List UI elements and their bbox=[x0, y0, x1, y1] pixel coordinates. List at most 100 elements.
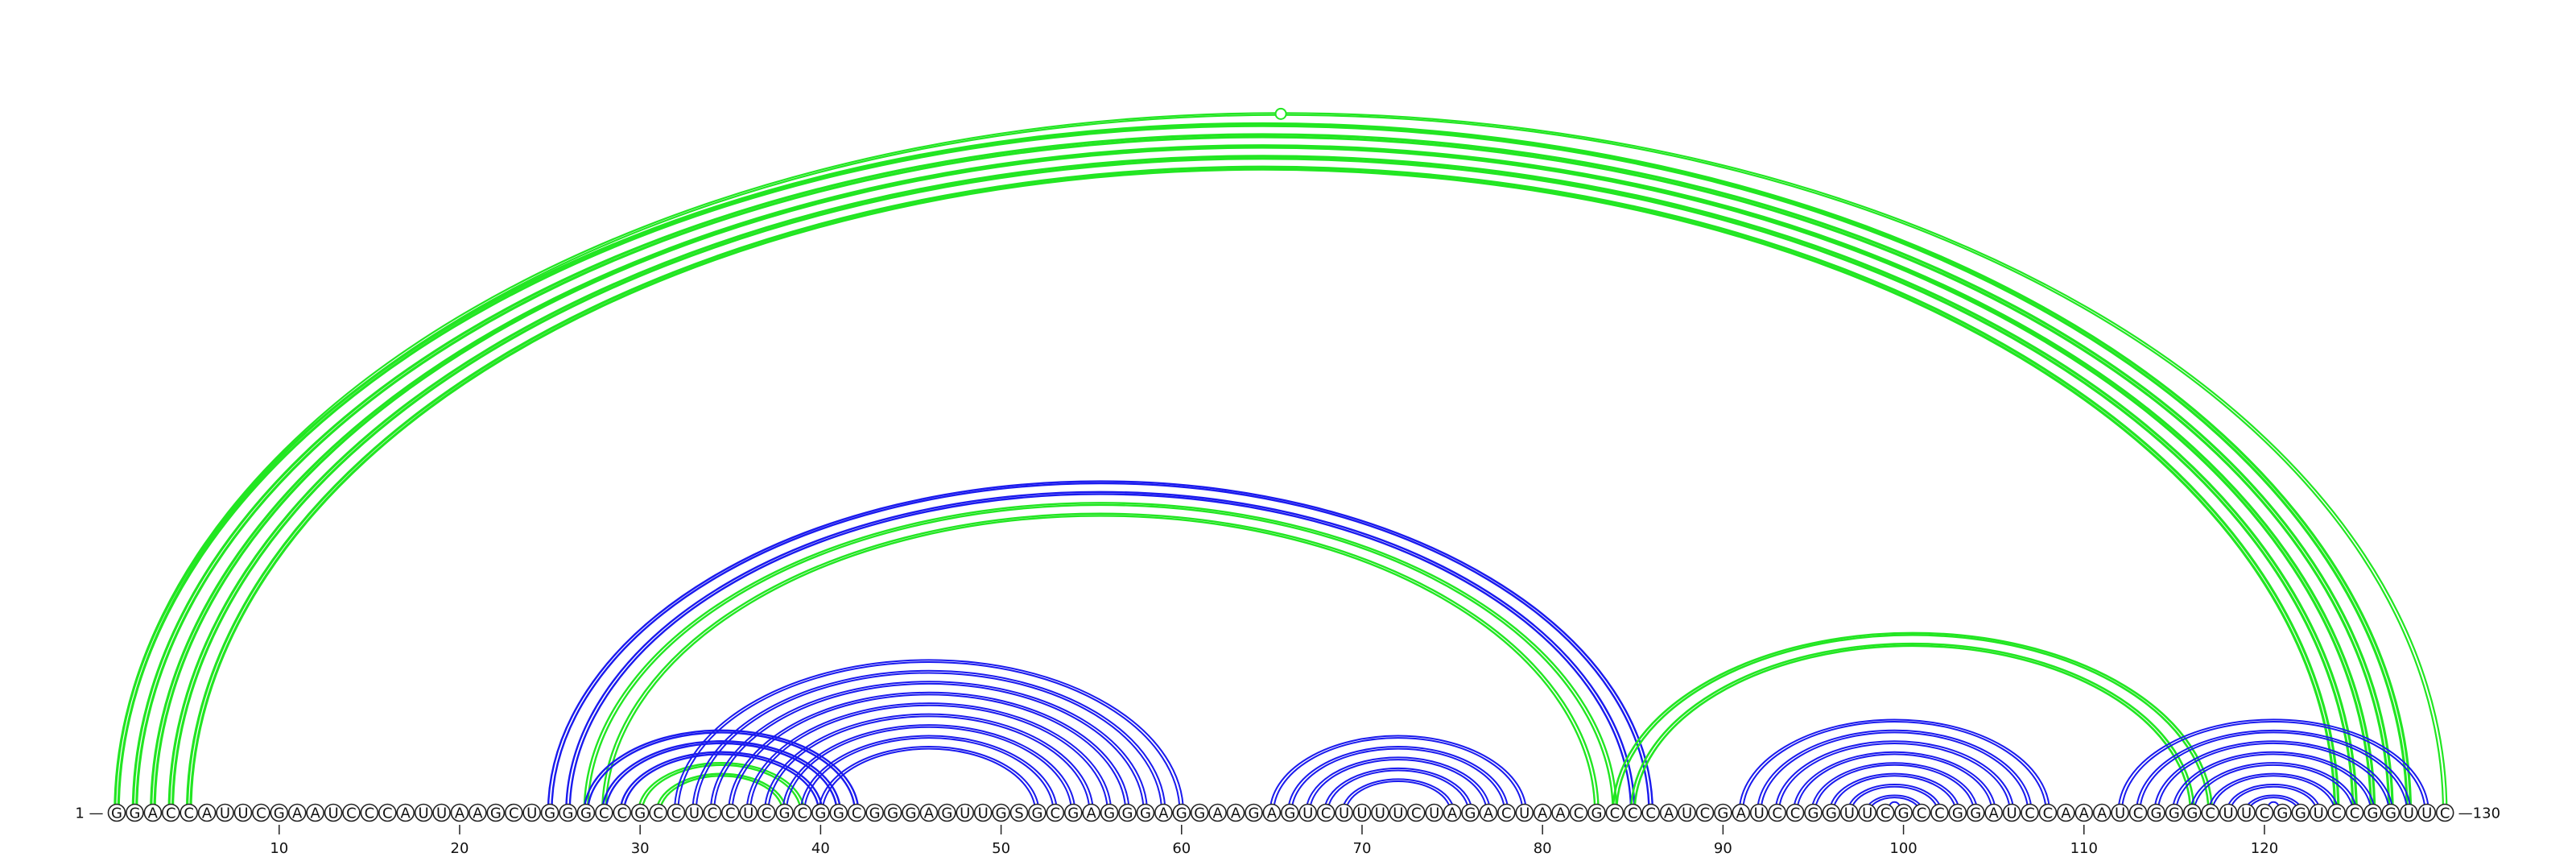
nucleotide-letter: C bbox=[2133, 805, 2144, 822]
nucleotide-circle bbox=[1984, 803, 2003, 822]
nucleotide-41: G bbox=[829, 803, 848, 822]
nucleotide-circle bbox=[883, 803, 902, 822]
nucleotide-letter: G bbox=[1898, 805, 1909, 822]
nucleotide-93: C bbox=[1768, 803, 1786, 822]
nucleotide-circle bbox=[938, 803, 956, 822]
nucleotide-letter: A bbox=[1484, 805, 1494, 822]
nucleotide-circle bbox=[1172, 803, 1191, 822]
arc-blue-93-106-1 bbox=[1777, 742, 2011, 814]
nucleotide-letter: G bbox=[1248, 805, 1259, 822]
arc-green-27-84-2 bbox=[583, 502, 1618, 814]
nucleotide-circle bbox=[306, 803, 324, 822]
arc-blue-69-75-1 bbox=[1344, 780, 1451, 814]
nucleotide-circle bbox=[1894, 803, 1913, 822]
nucleotide-109: A bbox=[2057, 803, 2075, 822]
nucleotide-circle bbox=[1226, 803, 1245, 822]
nucleotide-letter: G bbox=[2277, 805, 2288, 822]
nucleotide-letter: A bbox=[473, 805, 483, 822]
nucleotide-letter: C bbox=[1501, 805, 1512, 822]
nucleotide-46: A bbox=[919, 803, 939, 822]
nucleotide-letter: U bbox=[2241, 805, 2252, 822]
arc-green-4-125-1 bbox=[171, 156, 2355, 814]
nucleotide-letter: C bbox=[1610, 805, 1620, 822]
nucleotide-circle bbox=[324, 803, 343, 822]
nucleotide-88: U bbox=[1678, 803, 1696, 822]
nucleotide-letter: A bbox=[148, 805, 159, 822]
nucleotide-11: A bbox=[287, 803, 307, 822]
arc-blue-67-77-1 bbox=[1308, 759, 1488, 814]
nucleotide-74: U bbox=[1425, 803, 1443, 822]
arc-blue-36-56-2 bbox=[745, 702, 1113, 814]
nucleotide-circle bbox=[1208, 803, 1227, 822]
nucleotide-letter: G bbox=[1465, 805, 1476, 822]
nucleotide-letter: G bbox=[2186, 805, 2198, 822]
nucleotide-circle bbox=[1335, 803, 1353, 822]
arc-blue-34-58-1 bbox=[713, 682, 1145, 814]
nucleotide-circle bbox=[1281, 803, 1299, 822]
nucleotide-44: G bbox=[883, 803, 902, 822]
nucleotide-letter: A bbox=[292, 805, 303, 822]
nucleotide-73: C bbox=[1406, 803, 1426, 822]
nucleotide-circle bbox=[522, 803, 541, 822]
nucleotide-letter: C bbox=[1321, 805, 1331, 822]
nucleotide-12: A bbox=[306, 803, 324, 822]
nucleotide-circle bbox=[2057, 803, 2075, 822]
nucleotide-circle bbox=[378, 803, 397, 822]
nucleotide-letter: G bbox=[1140, 805, 1151, 822]
arc-green-84-117-2 bbox=[1612, 631, 2214, 814]
nucleotide-97: U bbox=[1840, 803, 1859, 822]
nucleotide-circle bbox=[1749, 803, 1769, 822]
nucleotide-letter: C bbox=[762, 805, 772, 822]
nucleotide-circle bbox=[847, 803, 866, 822]
nucleotide-letter: C bbox=[1772, 805, 1782, 822]
nucleotide-letter: U bbox=[436, 805, 447, 822]
nucleotide-letter: G bbox=[1104, 805, 1115, 822]
arc-blue-26-85-2 bbox=[565, 491, 1636, 814]
nucleotide-112: U bbox=[2111, 803, 2129, 822]
nucleotide-110: A bbox=[2074, 803, 2094, 822]
nucleotide-70: U bbox=[1352, 803, 1372, 822]
nucleotide-letter: U bbox=[978, 805, 989, 822]
nucleotide-circle bbox=[2021, 803, 2039, 822]
nucleotide-circle bbox=[829, 803, 848, 822]
nucleotide-circle bbox=[252, 803, 270, 822]
nucleotide-circle bbox=[559, 803, 577, 822]
arc-apex-marker-1-130 bbox=[1274, 107, 1287, 120]
nucleotide-33: U bbox=[685, 803, 704, 822]
nucleotide-22: G bbox=[486, 803, 506, 822]
nucleotide-letter: C bbox=[653, 805, 663, 822]
nucleotide-circle bbox=[1623, 803, 1642, 822]
nucleotide-circle bbox=[1371, 803, 1389, 822]
nucleotide-letter: G bbox=[996, 805, 1007, 822]
nucleotide-circle bbox=[1930, 803, 1949, 822]
nucleotide-circle bbox=[613, 803, 632, 822]
arc-blue-94-105-1 bbox=[1796, 753, 1993, 814]
nucleotide-circle bbox=[1587, 803, 1606, 822]
nucleotide-115: G bbox=[2165, 803, 2184, 822]
nucleotide-circle bbox=[811, 803, 830, 822]
nucleotide-28: C bbox=[595, 803, 613, 822]
arc-green-84-117-1 bbox=[1615, 634, 2210, 814]
nucleotide-letter: C bbox=[2440, 805, 2450, 822]
arc-green-28-83-2 bbox=[601, 512, 1600, 814]
nucleotide-circle bbox=[739, 803, 758, 822]
nucleotide-79: U bbox=[1515, 803, 1534, 822]
nucleotide-60: G bbox=[1172, 803, 1191, 822]
nucleotide-letter: G bbox=[941, 805, 952, 822]
nucleotide-circle bbox=[1497, 803, 1516, 822]
nucleotide-81: A bbox=[1551, 803, 1570, 822]
arc-green-27-84-1 bbox=[586, 503, 1614, 814]
nucleotide-7: U bbox=[216, 803, 234, 822]
nucleotide-letter: U bbox=[1682, 805, 1692, 822]
nucleotide-letter: G bbox=[563, 805, 574, 822]
nucleotide-letter: A bbox=[1538, 805, 1548, 822]
arc-green-3-126-2 bbox=[150, 143, 2376, 814]
nucleotide-letter: U bbox=[689, 805, 700, 822]
arc-blue-35-57-1 bbox=[731, 693, 1127, 814]
nucleotide-26: G bbox=[559, 803, 577, 822]
arc-blue-28-41-1 bbox=[605, 742, 838, 814]
arc-blue-113-128-2 bbox=[2135, 729, 2412, 814]
nucleotide-76: G bbox=[1461, 803, 1480, 822]
nucleotide-circle bbox=[1245, 803, 1263, 822]
arc-green-2-127-1 bbox=[135, 135, 2391, 814]
